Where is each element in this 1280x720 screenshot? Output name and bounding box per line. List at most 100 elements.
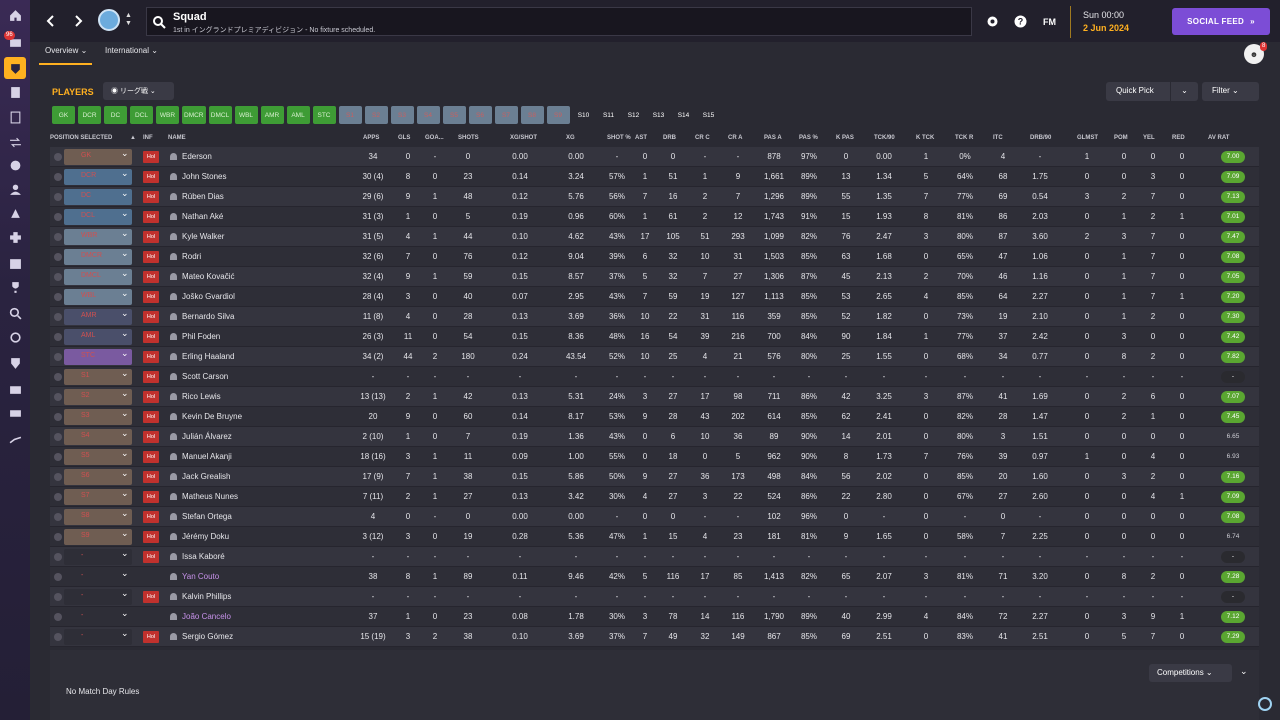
table-row[interactable]: DCR Hol John Stones 30 (4) 8 0 23 0.14 3.24 57% 1 5… (50, 167, 1259, 187)
player-name-link[interactable]: Matheus Nunes (182, 492, 239, 501)
column-header[interactable]: RED (1172, 135, 1185, 141)
position-chip-dmcr[interactable]: DMCR (182, 106, 206, 124)
date-display[interactable]: Sun 00:00 2 Jun 2024 (1070, 6, 1160, 38)
player-name-link[interactable]: Yan Couto (182, 572, 220, 581)
table-row[interactable]: S3HolKevin De Bruyne2090600.148.1753%928… (50, 407, 1259, 427)
training-icon[interactable] (7, 205, 23, 221)
position-selected-dropdown[interactable]: - (64, 548, 132, 565)
select-check-icon[interactable] (54, 573, 62, 581)
column-header[interactable]: APPS (363, 135, 380, 141)
quick-pick-button[interactable]: Quick Pick (1106, 82, 1198, 101)
table-row[interactable]: DMCL Hol Mateo Kovačić 32 (4) 9 1 59 0.15 8.57 37… (50, 267, 1259, 287)
column-header[interactable]: NAME (168, 135, 186, 141)
position-selected-dropdown[interactable]: S4 (64, 428, 132, 445)
forward-button[interactable] (70, 12, 86, 30)
dynamics-icon[interactable] (7, 84, 23, 100)
inf-holiday-badge[interactable]: Hol (143, 451, 159, 463)
position-selected-dropdown[interactable]: AMR (64, 308, 132, 325)
table-row[interactable]: AMR Hol Bernardo Silva 11 (8) 4 0 28 0.13 3.69 36… (50, 307, 1259, 327)
position-selected-dropdown[interactable]: - (64, 608, 132, 625)
inf-holiday-badge[interactable]: Hol (143, 291, 159, 303)
column-header[interactable]: GLMST (1077, 135, 1098, 141)
column-header[interactable]: DRB (663, 135, 676, 141)
table-row[interactable]: GK Hol Ederson 34 0 - 0 0.00 0.00 - 0 0 - - 878 97% 0 0.0… (50, 147, 1259, 167)
position-chip-gk[interactable]: GK (52, 106, 75, 124)
inf-holiday-badge[interactable]: Hol (143, 351, 159, 363)
league-select[interactable]: ◉ リーグ戦 ⌄ (103, 82, 174, 100)
inf-holiday-badge[interactable]: Hol (143, 531, 159, 543)
bug-report-icon[interactable] (986, 15, 999, 28)
table-row[interactable]: WBR Hol Kyle Walker 31 (5) 4 1 44 0.10 4.62 43% 17… (50, 227, 1259, 247)
select-check-icon[interactable] (54, 233, 62, 241)
inf-holiday-badge[interactable]: Hol (143, 371, 159, 383)
column-header[interactable]: CR C (695, 135, 710, 141)
select-check-icon[interactable] (54, 293, 62, 301)
inf-holiday-badge[interactable]: Hol (143, 551, 159, 563)
position-chip-s2[interactable]: S2 (364, 106, 388, 124)
inf-holiday-badge[interactable]: Hol (143, 391, 159, 403)
select-check-icon[interactable] (54, 173, 62, 181)
position-chip-s6[interactable]: S6 (468, 106, 492, 124)
schedule-icon[interactable] (7, 255, 23, 271)
player-name-link[interactable]: Rúben Dias (182, 192, 224, 201)
position-chip-aml[interactable]: AML (286, 106, 310, 124)
inbox-icon[interactable] (7, 34, 23, 50)
help-circle-icon[interactable] (1258, 697, 1272, 711)
table-row[interactable]: DCL Hol Nathan Aké 31 (3) 1 0 5 0.19 0.96 60% 1 61 2… (50, 207, 1259, 227)
table-row[interactable]: S6 Hol Jack Grealish 17 (9) 7 1 38 0.15 5.86 50% 9… (50, 467, 1259, 487)
select-check-icon[interactable] (54, 453, 62, 461)
column-header[interactable]: INF (143, 135, 153, 141)
inf-holiday-badge[interactable]: Hol (143, 251, 159, 263)
column-header[interactable]: POM (1114, 135, 1128, 141)
player-name-link[interactable]: Sergio Gómez (182, 632, 234, 641)
column-header[interactable]: POSITION SELECTED (50, 135, 113, 141)
position-selected-dropdown[interactable]: WBL (64, 288, 132, 305)
select-check-icon[interactable] (54, 193, 62, 201)
select-check-icon[interactable] (54, 413, 62, 421)
quick-pick-dropdown-icon[interactable]: ⌄ (1170, 82, 1198, 101)
column-header[interactable]: PAS A (764, 135, 782, 141)
position-selected-dropdown[interactable]: DC (64, 188, 132, 205)
back-button[interactable] (42, 12, 58, 30)
position-chip-s10[interactable]: S10 (577, 111, 590, 119)
table-row[interactable]: S7 Hol Matheus Nunes 7 (11) 2 1 27 0.13 3.42 30% 4… (50, 487, 1259, 507)
player-name-link[interactable]: Bernardo Silva (182, 312, 235, 321)
inf-holiday-badge[interactable]: Hol (143, 271, 159, 283)
tab-overview[interactable]: Overview ⌄ (45, 46, 87, 55)
player-name-link[interactable]: Rodri (182, 252, 202, 261)
table-row[interactable]: DMCRHolRodri32 (6)70760.129.0439%6321031… (50, 247, 1259, 267)
column-header[interactable]: PAS % (799, 135, 818, 141)
select-check-icon[interactable] (54, 353, 62, 361)
position-chip-dc[interactable]: DC (104, 106, 127, 124)
player-name-link[interactable]: John Stones (182, 172, 227, 181)
column-header[interactable]: TCK R (955, 135, 974, 141)
help-question-icon[interactable]: ? (1014, 15, 1027, 28)
position-chip-dcl[interactable]: DCL (130, 106, 153, 124)
column-header[interactable]: XG/SHOT (510, 135, 538, 141)
player-name-link[interactable]: Kevin De Bruyne (182, 412, 243, 421)
inf-holiday-badge[interactable]: Hol (143, 211, 159, 223)
select-check-icon[interactable] (54, 393, 62, 401)
column-header[interactable]: GLS (398, 135, 411, 141)
staff-icon[interactable] (7, 181, 23, 197)
inf-holiday-badge[interactable]: Hol (143, 331, 159, 343)
inf-holiday-badge[interactable]: Hol (143, 171, 159, 183)
select-check-icon[interactable] (54, 253, 62, 261)
position-selected-dropdown[interactable]: AML (64, 328, 132, 345)
player-name-link[interactable]: João Cancelo (182, 612, 231, 621)
position-selected-dropdown[interactable]: DCR (64, 168, 132, 185)
select-check-icon[interactable] (54, 513, 62, 521)
player-name-link[interactable]: Erling Haaland (182, 352, 235, 361)
competitions-button[interactable]: Competitions ⌄ (1149, 664, 1232, 682)
inf-holiday-badge[interactable]: Hol (143, 631, 159, 643)
position-chip-s1[interactable]: S1 (338, 106, 362, 124)
position-selected-dropdown[interactable]: S3 (64, 408, 132, 425)
inf-holiday-badge[interactable]: Hol (143, 411, 159, 423)
table-row[interactable]: S8 Hol Stefan Ortega 4 0 - 0 0.00 0.00 - 0 0 - - 102 96… (50, 507, 1259, 527)
select-check-icon[interactable] (54, 493, 62, 501)
column-header[interactable]: XG (566, 135, 575, 141)
position-selected-dropdown[interactable]: DMCR (64, 248, 132, 265)
